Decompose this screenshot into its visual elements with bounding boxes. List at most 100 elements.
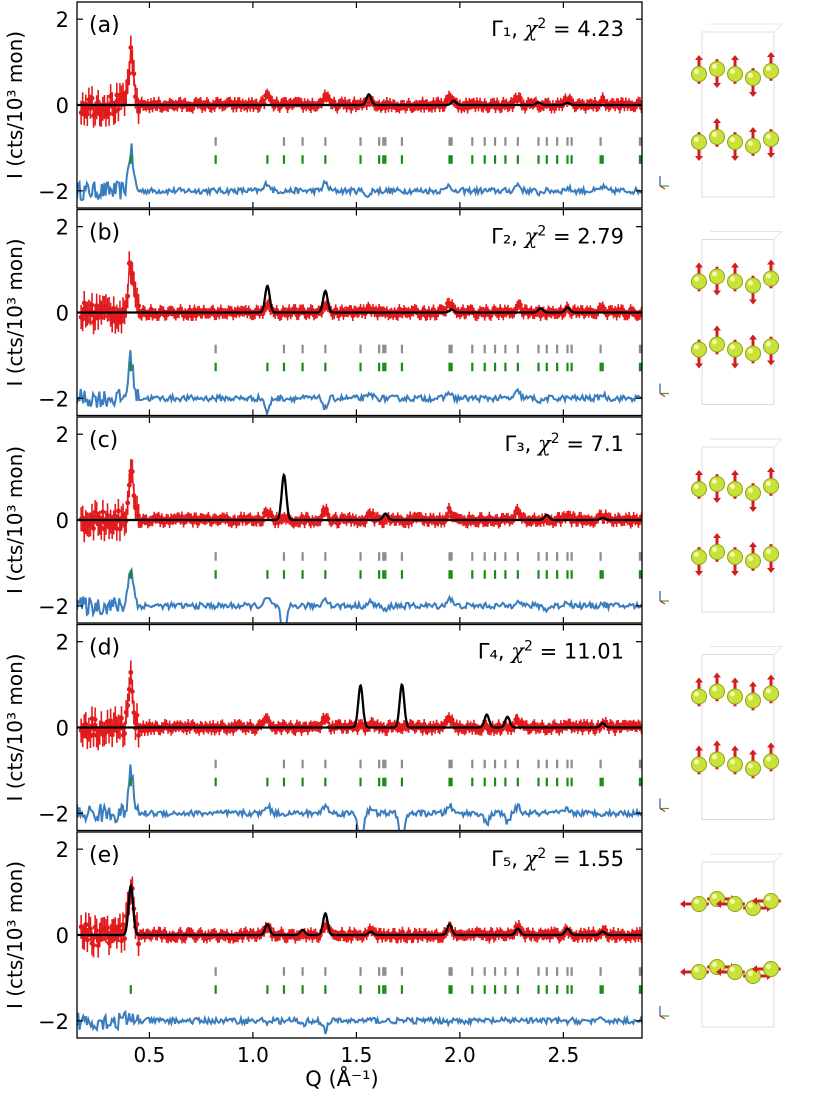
spin-arrowhead: [767, 742, 775, 748]
spin-arrowhead: [749, 507, 757, 512]
spin-arrowhead: [695, 363, 703, 369]
atom-highlight: [712, 479, 717, 484]
chi2-exponent: 2: [537, 846, 546, 862]
spin-arrowhead: [749, 299, 757, 305]
y-tick-label: 0: [56, 717, 69, 741]
magnetic-atom: [763, 893, 779, 909]
atom-highlight: [766, 134, 771, 139]
spin-arrowhead: [713, 498, 721, 503]
magnetic-atom: [727, 756, 743, 773]
panel-label: (e): [89, 843, 120, 868]
y-axis-label: I (cts/10³ mon): [3, 31, 27, 179]
atom-highlight: [748, 141, 753, 146]
magnetic-atom: [745, 900, 761, 916]
fit-annotation: Γ₃, χ2 = 7.1: [505, 431, 624, 456]
unit-cell: [701, 31, 775, 198]
panel-a: −202 (a) Γ₁, χ2 = 4.23I (cts/10³ mon): [3, 1, 643, 209]
x-tick-label: 1.0: [237, 1043, 269, 1067]
spin-arrowhead: [695, 571, 703, 576]
spin-arrowhead: [731, 677, 739, 683]
atom-highlight: [694, 69, 699, 74]
x-tick-label: 2.5: [547, 1043, 579, 1067]
y-axis-label: I (cts/10³ mon): [3, 653, 27, 801]
atom-highlight: [766, 273, 771, 279]
atom-highlight: [766, 549, 771, 554]
observed-series: [78, 876, 642, 958]
spin-arrowhead: [680, 968, 685, 976]
y-tick-label: 2: [56, 631, 69, 655]
atom-highlight: [730, 69, 735, 74]
observed-series: [78, 251, 642, 335]
irrep-label: Γ₄,: [478, 640, 511, 664]
unit-cell: [701, 654, 775, 820]
spin-arrowhead: [731, 262, 739, 268]
magnetic-atom: [745, 277, 761, 294]
magnetic-atom: [709, 683, 725, 700]
spin-arrowhead: [767, 153, 775, 158]
spin-arrowhead: [767, 360, 775, 366]
unit-cell-edge: [773, 646, 783, 655]
unit-cell: [701, 861, 775, 1028]
magnetic-atom: [727, 273, 743, 290]
spin-arrowhead: [695, 470, 703, 475]
y-tick-label: 0: [56, 924, 69, 948]
magnetic-atom: [745, 968, 761, 984]
spin-arrowhead: [713, 290, 721, 296]
spin-arrowhead: [767, 467, 775, 472]
y-tick-label: −2: [38, 595, 69, 619]
spin-arrowhead: [752, 965, 757, 973]
spin-structure-e: [659, 853, 783, 1028]
atom-highlight: [748, 280, 753, 286]
spin-arrowhead: [749, 681, 757, 687]
y-axis-label: I (cts/10³ mon): [3, 861, 27, 1009]
magnetic-atom: [691, 964, 707, 980]
spin-arrowhead: [695, 262, 703, 268]
magnetic-atom: [727, 896, 743, 912]
axis-a: [659, 392, 666, 398]
magnetic-atom: [691, 756, 707, 773]
magnetic-atom: [727, 688, 743, 705]
difference-series: [77, 143, 642, 202]
unit-cell-edge: [773, 853, 783, 863]
atom-highlight: [712, 686, 717, 692]
irrep-label: Γ₂,: [491, 225, 524, 249]
magnetic-atom: [763, 131, 779, 147]
x-tick-label: 1.5: [340, 1043, 372, 1067]
magnetic-atom: [709, 61, 725, 77]
spin-structure-c: [659, 438, 783, 613]
y-tick-label: 0: [56, 94, 69, 118]
spin-arrowhead: [731, 156, 739, 161]
magnetic-atom: [745, 553, 761, 569]
spin-arrowhead: [716, 900, 721, 908]
calculated-series: [77, 472, 642, 522]
atom-highlight: [748, 488, 753, 493]
atom-highlight: [730, 759, 735, 765]
magnetic-atom: [745, 138, 761, 154]
magnetic-atom: [727, 549, 743, 565]
magnetic-atom: [691, 481, 707, 497]
x-axis-label: Q (Å⁻¹): [305, 1065, 378, 1091]
chi2-exponent: 2: [551, 431, 560, 447]
magnetic-atom: [709, 751, 725, 768]
unit-cell: [701, 239, 775, 405]
y-tick-label: 2: [56, 216, 69, 240]
magnetic-atom: [763, 270, 779, 287]
magnetic-atom: [691, 273, 707, 290]
irrep-label: Γ₅,: [491, 847, 524, 871]
atom-highlight: [694, 344, 699, 350]
atom-highlight: [766, 964, 771, 969]
difference-series: [77, 764, 642, 831]
atom-highlight: [694, 899, 699, 904]
spin-arrowhead: [731, 55, 739, 60]
chi2-value: = 11.01: [533, 640, 624, 664]
chi2-exponent: 2: [524, 639, 533, 655]
fit-annotation: Γ₂, χ2 = 2.79: [491, 224, 624, 249]
chi2-symbol: χ: [523, 225, 539, 249]
x-tick-label: 2.0: [444, 1043, 476, 1067]
spin-arrowhead: [752, 897, 757, 905]
unit-cell-edge: [773, 231, 783, 240]
panel-label: (d): [89, 636, 120, 661]
spin-arrowhead: [767, 52, 775, 57]
chi2-exponent: 2: [537, 16, 546, 32]
